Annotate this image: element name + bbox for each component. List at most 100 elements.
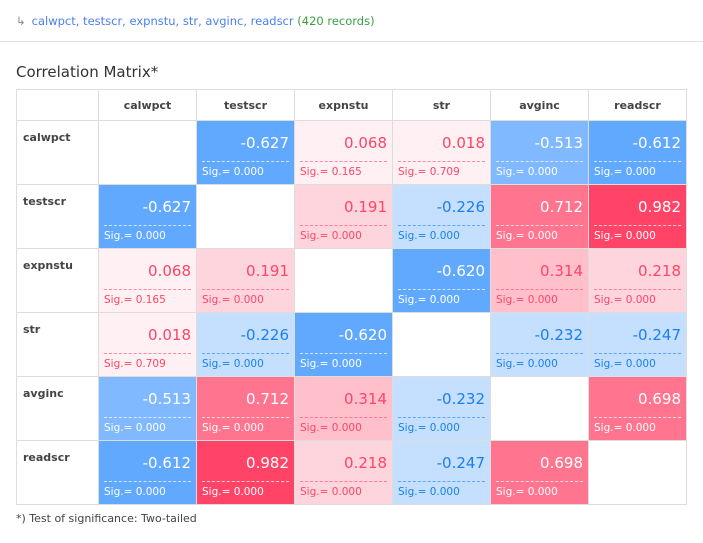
sig-value: 0.000 bbox=[331, 486, 362, 498]
sig-value: 0.000 bbox=[429, 230, 460, 242]
sig-value: 0.000 bbox=[233, 166, 264, 178]
sig-label: Sig.= bbox=[202, 486, 234, 498]
column-header: avginc bbox=[490, 89, 589, 121]
significance: Sig.= 0.709 bbox=[398, 166, 460, 178]
sig-label: Sig.= bbox=[398, 166, 430, 178]
correlation-value: 0.191 bbox=[246, 262, 289, 280]
correlation-value: -0.612 bbox=[142, 454, 191, 472]
sig-label: Sig.= bbox=[496, 486, 528, 498]
sig-label: Sig.= bbox=[398, 422, 430, 434]
significance: Sig.= 0.000 bbox=[496, 166, 558, 178]
significance: Sig.= 0.000 bbox=[104, 422, 166, 434]
divider bbox=[594, 161, 681, 162]
sig-label: Sig.= bbox=[104, 294, 136, 306]
divider bbox=[496, 161, 583, 162]
correlation-cell: -0.232 Sig.= 0.000 bbox=[490, 312, 589, 377]
significance: Sig.= 0.000 bbox=[594, 422, 656, 434]
correlation-cell: -0.612 Sig.= 0.000 bbox=[98, 440, 197, 505]
sig-value: 0.000 bbox=[135, 230, 166, 242]
row-header: calwpct bbox=[16, 120, 99, 185]
footnote: *) Test of significance: Two-tailed bbox=[16, 512, 197, 525]
significance: Sig.= 0.000 bbox=[202, 422, 264, 434]
correlation-cell: 0.698 Sig.= 0.000 bbox=[588, 376, 687, 441]
row-header: testscr bbox=[16, 184, 99, 249]
correlation-value: -0.247 bbox=[436, 454, 485, 472]
divider bbox=[202, 481, 289, 482]
significance: Sig.= 0.000 bbox=[398, 230, 460, 242]
correlation-value: 0.191 bbox=[344, 198, 387, 216]
divider bbox=[398, 417, 485, 418]
sig-value: 0.000 bbox=[527, 166, 558, 178]
diagonal-cell bbox=[98, 120, 197, 185]
diagonal-cell bbox=[294, 248, 393, 313]
significance: Sig.= 0.000 bbox=[104, 230, 166, 242]
divider bbox=[398, 161, 485, 162]
sig-value: 0.000 bbox=[625, 294, 656, 306]
sig-label: Sig.= bbox=[104, 486, 136, 498]
correlation-cell: -0.612 Sig.= 0.000 bbox=[588, 120, 687, 185]
sig-value: 0.000 bbox=[429, 294, 460, 306]
correlation-cell: 0.712 Sig.= 0.000 bbox=[490, 184, 589, 249]
divider bbox=[398, 225, 485, 226]
divider bbox=[300, 353, 387, 354]
correlation-cell: 0.068 Sig.= 0.165 bbox=[98, 248, 197, 313]
sig-value: 0.000 bbox=[331, 422, 362, 434]
sig-value: 0.000 bbox=[429, 422, 460, 434]
significance: Sig.= 0.000 bbox=[594, 358, 656, 370]
significance: Sig.= 0.000 bbox=[202, 358, 264, 370]
significance: Sig.= 0.000 bbox=[496, 486, 558, 498]
column-header: str bbox=[392, 89, 491, 121]
correlation-value: 0.314 bbox=[344, 390, 387, 408]
correlation-cell: -0.620 Sig.= 0.000 bbox=[294, 312, 393, 377]
sig-label: Sig.= bbox=[202, 422, 234, 434]
sig-value: 0.000 bbox=[625, 422, 656, 434]
correlation-value: 0.712 bbox=[246, 390, 289, 408]
variable-list[interactable]: calwpct, testscr, expnstu, str, avginc, … bbox=[31, 14, 294, 28]
sig-label: Sig.= bbox=[300, 422, 332, 434]
divider bbox=[300, 417, 387, 418]
sig-value: 0.000 bbox=[233, 358, 264, 370]
sig-label: Sig.= bbox=[300, 486, 332, 498]
sig-label: Sig.= bbox=[300, 230, 332, 242]
correlation-matrix: calwpct testscr expnstu str avginc readscr cal… bbox=[16, 89, 687, 505]
sig-label: Sig.= bbox=[104, 422, 136, 434]
column-header: testscr bbox=[196, 89, 295, 121]
diagonal-cell bbox=[490, 376, 589, 441]
correlation-cell: 0.314 Sig.= 0.000 bbox=[294, 376, 393, 441]
diagonal-cell bbox=[588, 440, 687, 505]
correlation-cell: -0.513 Sig.= 0.000 bbox=[490, 120, 589, 185]
significance: Sig.= 0.000 bbox=[398, 294, 460, 306]
correlation-value: -0.226 bbox=[240, 326, 289, 344]
correlation-value: 0.712 bbox=[540, 198, 583, 216]
significance: Sig.= 0.000 bbox=[594, 294, 656, 306]
sig-value: 0.000 bbox=[527, 486, 558, 498]
correlation-cell: 0.218 Sig.= 0.000 bbox=[588, 248, 687, 313]
significance: Sig.= 0.000 bbox=[300, 230, 362, 242]
sig-label: Sig.= bbox=[202, 358, 234, 370]
divider bbox=[202, 289, 289, 290]
sig-value: 0.000 bbox=[625, 166, 656, 178]
sig-value: 0.709 bbox=[429, 166, 460, 178]
table-row: expnstu 0.068 Sig.= 0.165 0.191 Sig.= 0.000-… bbox=[16, 248, 687, 313]
sig-label: Sig.= bbox=[300, 358, 332, 370]
correlation-value: 0.018 bbox=[442, 134, 485, 152]
page-title: Correlation Matrix* bbox=[16, 63, 159, 81]
sig-label: Sig.= bbox=[398, 230, 430, 242]
correlation-value: 0.698 bbox=[638, 390, 681, 408]
divider bbox=[104, 353, 191, 354]
correlation-cell: -0.513 Sig.= 0.000 bbox=[98, 376, 197, 441]
significance: Sig.= 0.000 bbox=[398, 422, 460, 434]
significance: Sig.= 0.000 bbox=[398, 486, 460, 498]
sig-value: 0.000 bbox=[331, 358, 362, 370]
divider bbox=[496, 289, 583, 290]
correlation-value: 0.314 bbox=[540, 262, 583, 280]
row-header: str bbox=[16, 312, 99, 377]
significance: Sig.= 0.000 bbox=[496, 294, 558, 306]
correlation-cell: 0.018 Sig.= 0.709 bbox=[392, 120, 491, 185]
divider bbox=[594, 225, 681, 226]
correlation-value: -0.627 bbox=[240, 134, 289, 152]
correlation-value: -0.232 bbox=[436, 390, 485, 408]
correlation-cell: 0.191 Sig.= 0.000 bbox=[294, 184, 393, 249]
sig-label: Sig.= bbox=[594, 358, 626, 370]
sig-label: Sig.= bbox=[594, 422, 626, 434]
